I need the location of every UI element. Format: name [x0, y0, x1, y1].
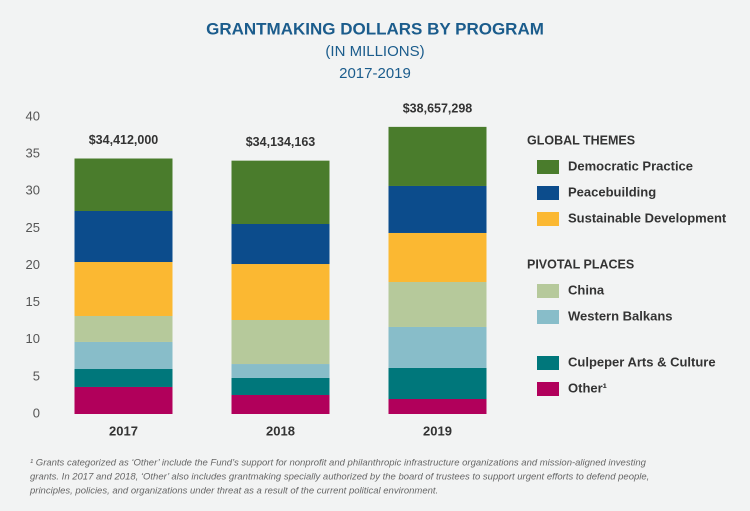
chart-title: GRANTMAKING DOLLARS BY PROGRAM [206, 19, 544, 38]
bar-segment [231, 223, 330, 265]
y-tick-label: 20 [26, 257, 40, 272]
legend-swatch [537, 160, 559, 174]
bar-segment [388, 281, 487, 327]
bar-segment [74, 341, 173, 370]
total-label: $34,412,000 [89, 133, 159, 147]
y-tick-label: 35 [26, 146, 40, 161]
legend-label: Sustainable Development [568, 210, 727, 225]
legend-swatch [537, 382, 559, 396]
legend-label: Democratic Practice [568, 158, 693, 173]
bar-segment [231, 364, 330, 378]
footnote: grants. In 2017 and 2018, ‘Other’ also i… [30, 472, 649, 483]
x-tick-label: 2019 [423, 423, 452, 438]
bar-segment [74, 211, 173, 263]
y-tick-label: 25 [26, 220, 40, 235]
bar-segment [388, 126, 487, 186]
legend-swatch [537, 310, 559, 324]
legend-swatch [537, 212, 559, 226]
chart-subtitle: 2017-2019 [339, 65, 411, 82]
y-tick-label: 40 [26, 108, 40, 123]
bar-segment [74, 158, 173, 212]
chart-subtitle: (IN MILLIONS) [325, 43, 424, 60]
legend-label: Western Balkans [568, 308, 673, 323]
bar-segment [74, 315, 173, 342]
bar-segment [388, 367, 487, 400]
legend-swatch [537, 356, 559, 370]
bar-segment [74, 369, 173, 387]
y-tick-label: 5 [33, 368, 40, 383]
bar-segment [231, 160, 330, 224]
x-tick-label: 2018 [266, 423, 295, 438]
bar-segment [231, 377, 330, 395]
bar-segment [231, 264, 330, 320]
total-label: $34,134,163 [246, 135, 316, 149]
y-tick-label: 10 [26, 331, 40, 346]
footnote: principles, policies, and organizations … [29, 486, 438, 497]
bar-segment [74, 262, 173, 316]
x-tick-label: 2017 [109, 423, 138, 438]
bar-segment [388, 326, 487, 368]
legend-swatch [537, 284, 559, 298]
y-tick-label: 30 [26, 183, 40, 198]
bar-segment [388, 232, 487, 282]
legend-label: Peacebuilding [568, 184, 656, 199]
legend-label: Culpeper Arts & Culture [568, 354, 716, 369]
footnote: ¹ Grants categorized as ‘Other’ include … [30, 458, 647, 469]
legend-label: China [568, 282, 605, 297]
bar-segment [231, 319, 330, 365]
legend-heading: GLOBAL THEMES [527, 133, 635, 147]
y-tick-label: 0 [33, 405, 40, 420]
bar-segment [74, 386, 173, 414]
total-label: $38,657,298 [403, 101, 473, 115]
bar-segment [231, 394, 330, 414]
bar-segment [388, 185, 487, 233]
y-tick-label: 15 [26, 294, 40, 309]
bar-segment [388, 399, 487, 414]
legend-heading: PIVOTAL PLACES [527, 257, 634, 271]
legend-swatch [537, 186, 559, 200]
legend-label: Other¹ [568, 380, 607, 395]
